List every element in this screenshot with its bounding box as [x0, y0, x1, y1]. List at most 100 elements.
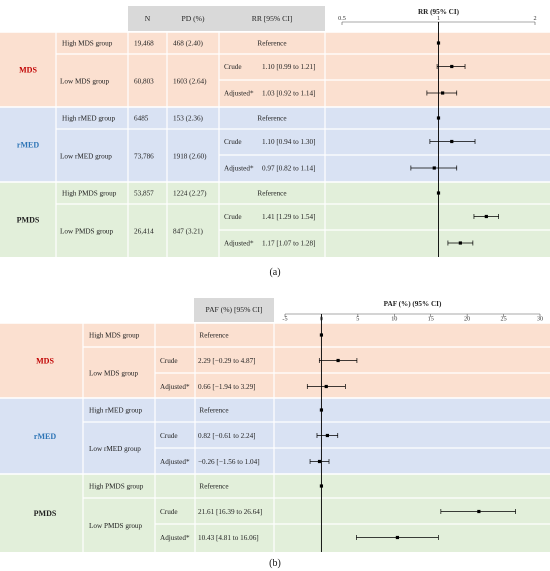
group-label-pmds: PMDS [34, 509, 57, 518]
rr-point [450, 64, 454, 69]
header-rr-cell [219, 6, 325, 31]
crude-ci: 0.82 [−0.61 to 2.24] [198, 432, 256, 440]
group-label-pmds: PMDS [17, 216, 40, 225]
adjusted-ci: 0.66 [−1.94 to 3.29] [198, 383, 256, 391]
crude-ci: 21.61 [16.39 to 26.64] [198, 508, 262, 516]
low-group-name: Low rMED group [60, 153, 112, 161]
adjusted-ci: 10.43 [4.81 to 16.06] [198, 534, 259, 542]
high-group-pd: 468 (2.40) [173, 40, 204, 48]
rr-point [484, 214, 488, 219]
group-band-rmed [0, 107, 550, 182]
group-label-rmed: rMED [34, 432, 56, 441]
adjusted-label: Adjusted* [160, 383, 190, 391]
paf-axis-title: PAF (%) (95% CI) [384, 300, 442, 308]
paf-tick-label: 20 [464, 316, 470, 323]
reference-label: Reference [199, 332, 228, 340]
group-band-pmds [0, 182, 550, 257]
low-group-pd: 847 (3.21) [173, 228, 204, 236]
paf-tick-label: 25 [500, 316, 506, 323]
reference-label: Reference [199, 483, 228, 491]
header-paf: PAF (%) [95% CI] [206, 305, 263, 314]
paf-tick-label: 5 [356, 316, 359, 323]
adjusted-ci: 1.03 [0.92 to 1.14] [262, 90, 316, 98]
group-band-rmed [0, 398, 550, 474]
crude-ci: 1.41 [1.29 to 1.54] [262, 213, 316, 221]
adjusted-label: Adjusted* [160, 458, 190, 466]
paf-tick-label: 30 [537, 316, 543, 323]
rr-point [432, 166, 436, 170]
header-paf-cell [194, 298, 274, 322]
header-n: N [145, 14, 151, 23]
low-group-pd: 1918 (2.60) [173, 153, 207, 161]
crude-label: Crude [224, 213, 242, 221]
high-group-pd: 153 (2.36) [173, 115, 204, 123]
low-group-pd: 1603 (2.64) [173, 78, 207, 86]
reference-label: Reference [257, 40, 286, 48]
high-group-name: High rMED group [62, 115, 116, 123]
group-band-pmds [0, 474, 550, 552]
adjusted-label: Adjusted* [224, 165, 254, 173]
crude-label: Crude [160, 357, 178, 365]
low-group-name: Low rMED group [89, 445, 141, 453]
low-group-name: Low PMDS group [89, 522, 143, 530]
rr-point [458, 241, 462, 245]
low-group-name: Low MDS group [60, 78, 110, 86]
rr-tick-label: 0.5 [338, 15, 346, 22]
rr-tick-label: 2 [533, 15, 536, 22]
crude-ci: 2.29 [−0.29 to 4.87] [198, 357, 256, 365]
header-pd: PD (%) [182, 14, 205, 23]
panel-a-label: (a) [269, 267, 280, 278]
adjusted-label: Adjusted* [224, 90, 254, 98]
low-group-n: 73,786 [134, 153, 154, 161]
group-band-mds [0, 32, 550, 107]
group-label-mds: MDS [19, 66, 37, 75]
high-group-name: High rMED group [89, 407, 143, 415]
low-group-name: Low PMDS group [60, 228, 114, 236]
group-label-mds: MDS [36, 357, 54, 366]
low-group-n: 26,414 [134, 228, 154, 236]
reference-label: Reference [199, 407, 228, 415]
paf-point [395, 535, 400, 540]
crude-label: Crude [224, 138, 242, 146]
high-group-pd: 1224 (2.27) [173, 190, 207, 198]
paf-tick-label: -5 [282, 316, 287, 323]
rr-point [450, 139, 454, 144]
low-group-name: Low MDS group [89, 370, 139, 378]
low-group-n: 60,803 [134, 78, 154, 86]
high-group-n: 6485 [134, 115, 149, 123]
adjusted-ci: −0.26 [−1.56 to 1.04] [198, 458, 260, 466]
reference-label: Reference [257, 190, 286, 198]
group-band-mds [0, 323, 550, 398]
high-group-n: 19,468 [134, 40, 154, 48]
header-n-cell [128, 6, 167, 31]
adjusted-ci: 0.97 [0.82 to 1.14] [262, 165, 316, 173]
adjusted-ci: 1.17 [1.07 to 1.28] [262, 240, 316, 248]
high-group-name: High MDS group [89, 332, 140, 340]
paf-tick-label: 10 [391, 316, 397, 323]
crude-ci: 1.10 [0.94 to 1.30] [262, 138, 316, 146]
paf-tick-label: 15 [428, 316, 434, 323]
high-group-name: High MDS group [62, 40, 113, 48]
group-label-rmed: rMED [17, 141, 39, 150]
paf-point [477, 509, 481, 514]
high-group-name: High PMDS group [62, 190, 117, 198]
paf-point [325, 433, 330, 438]
header-pd-cell [167, 6, 219, 31]
high-group-n: 53,857 [134, 190, 154, 198]
high-group-name: High PMDS group [89, 483, 144, 491]
rr-point [441, 91, 445, 95]
paf-point [324, 384, 328, 389]
reference-label: Reference [257, 115, 286, 123]
paf-point [317, 459, 322, 464]
crude-label: Crude [224, 63, 242, 71]
paf-point [336, 358, 340, 363]
panel-b-label: (b) [269, 558, 281, 569]
crude-label: Crude [160, 432, 178, 440]
adjusted-label: Adjusted* [224, 240, 254, 248]
header-rr: RR [95% CI] [252, 14, 293, 23]
crude-ci: 1.10 [0.99 to 1.21] [262, 63, 316, 71]
rr-axis-title: RR (95% CI) [418, 8, 460, 16]
rr-tick-label: 1 [437, 15, 440, 22]
crude-label: Crude [160, 508, 178, 516]
